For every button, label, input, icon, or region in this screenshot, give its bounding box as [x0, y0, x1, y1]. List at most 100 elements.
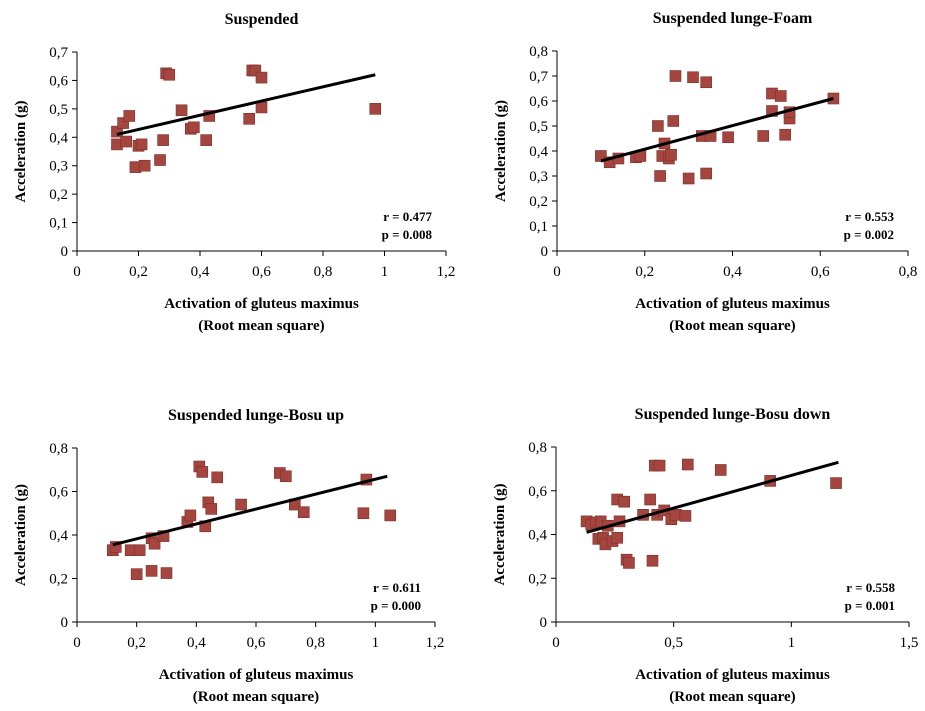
x-tick-label: 0: [552, 635, 560, 651]
data-point: [280, 470, 292, 483]
data-point: [138, 159, 151, 172]
correlation-r-label: r = 0.611: [373, 580, 421, 595]
data-point: [679, 510, 692, 522]
y-tick-label: 0: [61, 244, 69, 260]
p-value-label: p = 0.008: [382, 227, 433, 242]
data-point: [145, 565, 158, 577]
data-point: [714, 464, 727, 476]
x-tick-label: 0,4: [723, 264, 742, 280]
data-point: [646, 554, 659, 567]
data-point: [779, 128, 791, 141]
chart-title: Suspended lunge-Bosu up: [168, 407, 344, 424]
data-point: [133, 544, 146, 557]
x-tick-label: 0,6: [247, 635, 266, 651]
chart-panel-1: Suspended 0 0,1 0,2 0,3 0,4 0,5 0,6 0,7 0 0,2 0,4 0,…: [13, 11, 455, 334]
data-point: [652, 120, 664, 132]
p-value-label: p = 0.002: [844, 227, 894, 242]
y-tick-label: 0,6: [529, 94, 548, 110]
data-point: [117, 117, 129, 129]
data-point: [384, 509, 397, 522]
trend-line: [586, 460, 839, 534]
x-tick-label: 0,2: [129, 264, 148, 280]
y-tick-label: 0,4: [529, 144, 548, 160]
y-tick-label: 0,3: [49, 159, 68, 175]
y-tick-label: 0,1: [529, 219, 548, 235]
x-tick-label: 1: [381, 264, 389, 280]
y-tick-label: 0,3: [529, 169, 548, 185]
data-point: [123, 110, 136, 122]
y-tick-label: 0,2: [529, 194, 548, 210]
x-tick-label: 1,5: [900, 635, 919, 651]
p-value-label: p = 0.001: [845, 598, 895, 613]
x-tick-label: 0,6: [811, 264, 830, 280]
x-axis-label: Activation of gluteus maximus: [635, 296, 830, 312]
y-tick-label: 0,8: [529, 44, 548, 60]
x-axis-label: (Root mean square): [669, 318, 795, 334]
data-point: [109, 541, 122, 553]
data-point: [175, 104, 188, 117]
y-tick-label: 0,8: [528, 440, 547, 456]
y-tick-label: 0: [541, 244, 549, 260]
data-point: [160, 567, 173, 579]
data-point: [184, 509, 197, 522]
x-tick-label: 0,8: [899, 264, 918, 280]
y-axis-label: Acceleration (g): [492, 483, 508, 585]
x-axis-label: (Root mean square): [198, 318, 324, 334]
data-point: [757, 130, 770, 142]
data-point: [243, 113, 255, 125]
y-tick-label: 0,4: [528, 528, 547, 544]
data-point: [130, 568, 143, 580]
data-point: [681, 458, 694, 471]
x-tick-label: 1: [372, 635, 380, 651]
data-point: [255, 101, 268, 114]
x-tick-label: 0,2: [127, 635, 146, 651]
x-tick-label: 0,8: [314, 264, 333, 280]
x-tick-label: 0: [73, 635, 81, 651]
data-point: [357, 507, 370, 520]
data-point: [669, 70, 682, 82]
data-point: [297, 506, 310, 518]
y-tick-label: 0,2: [49, 187, 68, 203]
y-tick-label: 0,8: [49, 441, 68, 457]
chart-title: Suspended: [225, 11, 299, 28]
x-axis-label: Activation of gluteus maximus: [635, 667, 830, 683]
data-point: [200, 134, 212, 146]
y-tick-label: 0,6: [49, 485, 68, 501]
data-point: [188, 121, 200, 134]
data-point: [154, 154, 166, 166]
y-tick-label: 0,7: [529, 69, 548, 85]
y-tick-label: 0,2: [528, 571, 547, 587]
data-point: [618, 495, 631, 508]
chart-panel-4: Suspended lunge-Bosu down 0 0,2 0,4 0,6 0,8 0 0…: [492, 406, 918, 705]
data-point: [667, 115, 680, 127]
data-point: [235, 498, 247, 511]
data-point: [687, 71, 699, 84]
chart-panel-2: Suspended lunge-Foam 0 0,1 0,2 0,3 0,4 0,5 0,6 0…: [493, 10, 917, 334]
data-point: [369, 103, 382, 115]
data-point: [595, 150, 607, 162]
x-axis-label: Activation of gluteus maximus: [164, 296, 359, 312]
data-point: [700, 167, 712, 180]
data-point: [623, 557, 635, 569]
x-axis-label: (Root mean square): [669, 689, 795, 705]
data-point: [111, 125, 123, 138]
x-tick-label: 0: [553, 264, 561, 280]
y-tick-label: 0,7: [49, 45, 68, 61]
x-tick-label: 0,4: [191, 264, 210, 280]
data-point: [255, 71, 268, 84]
x-axis-label: Activation of gluteus maximus: [159, 667, 354, 683]
data-point: [644, 493, 656, 506]
correlation-r-label: r = 0.477: [383, 209, 432, 224]
data-point: [653, 459, 666, 472]
chart-title: Suspended lunge-Bosu down: [635, 406, 831, 423]
p-value-label: p = 0.000: [371, 598, 421, 613]
y-axis-label: Acceleration (g): [13, 484, 29, 586]
data-point: [163, 68, 176, 81]
data-point: [665, 148, 677, 161]
y-tick-label: 0: [61, 615, 69, 631]
data-point: [135, 138, 148, 151]
y-tick-label: 0,6: [528, 484, 547, 500]
data-point: [211, 471, 224, 484]
x-tick-label: 0: [73, 264, 81, 280]
